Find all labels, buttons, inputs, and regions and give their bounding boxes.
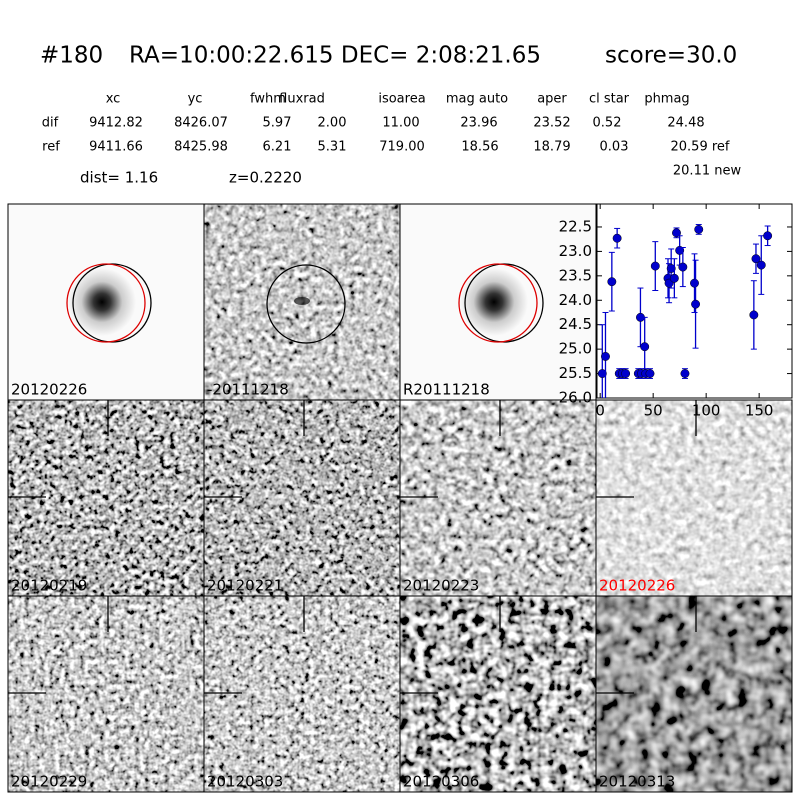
source-blob (460, 268, 528, 336)
panel-label: 20120229 (11, 773, 87, 791)
table-cell: 9412.82 (89, 116, 143, 131)
image-noise (204, 400, 400, 596)
data-point (666, 264, 676, 273)
panel-label: 20120219 (11, 577, 87, 595)
distance: dist= 1.16 (80, 169, 158, 187)
x-tick-label: 100 (692, 402, 721, 420)
image-noise (8, 596, 204, 792)
table-cell: 11.00 (382, 116, 419, 131)
data-point (601, 352, 610, 361)
data-point (680, 369, 690, 379)
panel-label: -20111218 (207, 381, 289, 399)
table-cell: 9411.66 (89, 140, 143, 155)
column-header: fwhm (250, 92, 286, 107)
aper-circle (458, 263, 538, 343)
table-cell: 0.52 (593, 116, 622, 131)
data-point (751, 254, 761, 264)
image-noise (400, 596, 596, 792)
phmag-new: 20.11 new (673, 164, 742, 179)
data-point (691, 299, 701, 309)
table-cell: 20.59 ref (671, 140, 730, 155)
data-point (763, 231, 773, 241)
column-header: yc (188, 92, 203, 107)
data-point (650, 261, 660, 271)
coordinates: RA=10:00:22.615 DEC= 2:08:21.65 (129, 43, 541, 69)
table-cell: 5.97 (263, 116, 292, 131)
x-tick-label: 150 (745, 402, 774, 420)
column-header: phmag (644, 92, 689, 107)
table-cell: 6.21 (263, 140, 292, 155)
panel-label: 20120226 (11, 381, 87, 399)
column-header: cl star (589, 92, 630, 107)
data-point (678, 262, 688, 272)
panel-label: 20120226 (599, 577, 675, 595)
column-header: xc (106, 92, 121, 107)
table-cell: 18.56 (461, 140, 498, 155)
image-noise (596, 400, 792, 596)
image-noise (204, 596, 400, 792)
table-cell: 0.03 (600, 140, 629, 155)
image-noise (8, 400, 204, 596)
table-cell: 5.31 (318, 140, 347, 155)
table-cell: 23.96 (460, 116, 497, 131)
x-tick-label: 0 (595, 402, 605, 420)
source-blob (68, 268, 136, 336)
y-tick-label: 26.0 (559, 389, 592, 407)
data-point (749, 310, 759, 320)
data-point (756, 260, 766, 270)
data-point (675, 245, 685, 255)
y-tick-label: 22.5 (559, 217, 592, 235)
data-point (690, 278, 699, 288)
column-header: isoarea (378, 92, 425, 107)
data-point (597, 369, 607, 379)
data-point (645, 369, 655, 379)
table-cell: 23.52 (533, 116, 570, 131)
table-cell: ref (42, 140, 60, 155)
ref-circle (266, 264, 346, 344)
y-tick-label: 24.0 (559, 291, 592, 309)
image-noise (400, 400, 596, 596)
table-cell: 719.00 (379, 140, 425, 155)
panel-label: 20120303 (207, 773, 283, 791)
panels: 20120226 -20111218 R20111218 20120219 201202… (7, 203, 793, 793)
y-tick-label: 23.0 (559, 242, 592, 260)
panel-label: R20111218 (403, 381, 490, 399)
image-noise (596, 596, 792, 792)
candidate-id: #180 (40, 43, 103, 69)
data-point (669, 273, 679, 283)
aper-circle (66, 263, 146, 343)
table-cell: 18.79 (533, 140, 570, 155)
redshift: z=0.2220 (229, 169, 302, 187)
panel-label: 20120313 (599, 773, 675, 791)
column-header: mag auto (446, 92, 508, 107)
panel-label: 20120221 (207, 577, 283, 595)
table-cell: 8425.98 (174, 140, 228, 155)
panel-label: 20120223 (403, 577, 479, 595)
points (597, 224, 773, 398)
residual (294, 297, 310, 305)
y-tick-label: 23.5 (559, 266, 592, 284)
panel-label: 20120306 (403, 773, 479, 791)
data-point (621, 369, 631, 379)
data-point (640, 342, 650, 352)
y-tick-label: 25.0 (559, 340, 592, 358)
table-cell: dif (42, 116, 59, 131)
light-curve: 22.5 23.0 23.5 24.0 24.5 25.0 25.5 26.00 50 100 15… (559, 203, 793, 420)
table-cell: 2.00 (318, 116, 347, 131)
y-tick-label: 24.5 (559, 315, 592, 333)
data-point (607, 277, 617, 287)
data-point (694, 224, 704, 234)
score: score=30.0 (605, 43, 737, 69)
data-point (672, 228, 681, 238)
table-cell: 8426.07 (174, 116, 228, 131)
panel-frame (595, 595, 793, 793)
table-cell: 24.48 (667, 116, 704, 131)
column-header: aper (537, 92, 567, 107)
x-tick-label: 50 (644, 402, 663, 420)
data-point (612, 233, 622, 243)
column-header: fluxrad (279, 92, 325, 107)
y-tick-label: 25.5 (559, 364, 592, 382)
